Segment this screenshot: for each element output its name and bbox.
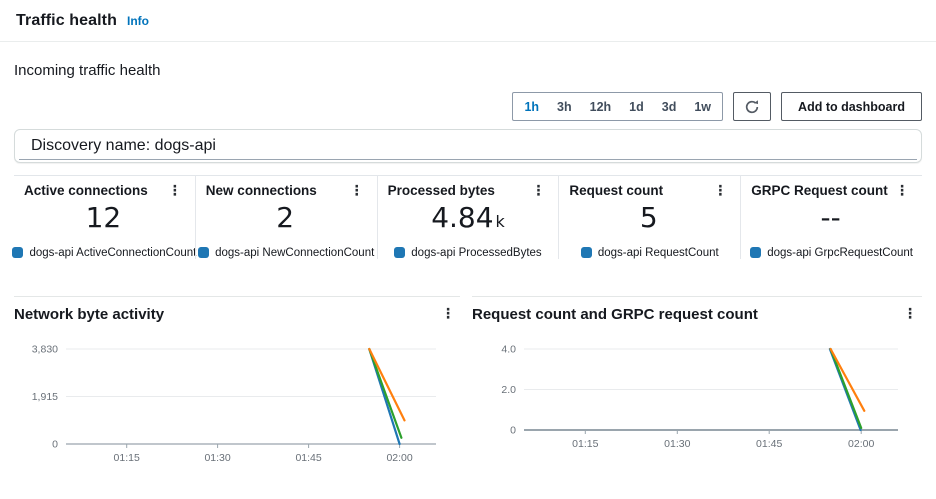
metric-card-title: Processed bytes bbox=[387, 183, 495, 198]
metric-card-title: Active connections bbox=[24, 183, 148, 198]
svg-text:01:15: 01:15 bbox=[572, 438, 598, 450]
kebab-menu-icon[interactable]: ⋮ bbox=[347, 183, 367, 199]
chart-plot-area[interactable]: 3,830 1,915 0 01:15 01:30 01:45 02:00 bbox=[14, 327, 460, 477]
legend-label: dogs-api RequestCount bbox=[597, 246, 719, 259]
metric-cards-row: Active connections ⋮ 12 dogs-api ActiveC… bbox=[12, 175, 922, 259]
time-range-12h[interactable]: 12h bbox=[581, 93, 621, 120]
info-link[interactable]: Info bbox=[126, 14, 149, 28]
metric-value: 2 bbox=[276, 201, 295, 234]
kebab-menu-icon[interactable]: ⋮ bbox=[900, 306, 920, 322]
chart-title: Network byte activity bbox=[14, 305, 165, 323]
svg-text:01:30: 01:30 bbox=[204, 452, 230, 464]
network-byte-activity-chart: Network byte activity ⋮ 3,830 1,915 0 01:15… bbox=[14, 295, 460, 477]
kebab-menu-icon[interactable]: ⋮ bbox=[438, 306, 458, 322]
metric-legend[interactable]: dogs-api ProcessedBytes bbox=[388, 247, 549, 259]
metric-legend[interactable]: dogs-api RequestCount bbox=[569, 247, 730, 259]
svg-text:02:00: 02:00 bbox=[848, 438, 874, 450]
chart-controls: 1h 3h 12h 1d 3d 1w Add to dashboard bbox=[14, 92, 922, 121]
legend-marker bbox=[198, 247, 210, 259]
metric-value: -- bbox=[820, 201, 841, 234]
metric-card-grpc-request-count: GRPC Request count ⋮ -- dogs-api GrpcReq… bbox=[740, 175, 922, 259]
svg-text:0: 0 bbox=[52, 438, 58, 450]
svg-text:01:30: 01:30 bbox=[664, 438, 690, 450]
metric-card-title: GRPC Request count bbox=[751, 183, 888, 198]
chart-title: Request count and GRPC request count bbox=[472, 305, 758, 323]
metric-card-request-count: Request count ⋮ 5 dogs-api RequestCount bbox=[558, 175, 741, 259]
legend-marker bbox=[394, 247, 406, 259]
legend-marker bbox=[750, 247, 762, 259]
main-content: Incoming traffic health 1h 3h 12h 1d 3d … bbox=[0, 62, 936, 477]
metric-card-active-connections: Active connections ⋮ 12 dogs-api ActiveC… bbox=[12, 175, 196, 259]
svg-text:3,830: 3,830 bbox=[32, 343, 58, 355]
discovery-panel[interactable]: Discovery name: dogs-api bbox=[14, 129, 922, 163]
metric-legend[interactable]: dogs-api GrpcRequestCount bbox=[750, 246, 913, 259]
chart-svg: 3,830 1,915 0 01:15 01:30 01:45 02:00 bbox=[32, 343, 436, 464]
svg-text:02:00: 02:00 bbox=[386, 452, 412, 464]
kebab-menu-icon[interactable]: ⋮ bbox=[710, 183, 730, 199]
metric-card-title: Request count bbox=[569, 183, 664, 198]
request-count-chart: Request count and GRPC request count ⋮ 4… bbox=[472, 295, 922, 477]
metric-legend[interactable]: dogs-api ActiveConnectionCount bbox=[12, 247, 196, 259]
svg-text:0: 0 bbox=[510, 424, 516, 436]
metric-value: 4.84 k bbox=[431, 201, 505, 234]
metric-value: 5 bbox=[639, 201, 658, 234]
refresh-button[interactable] bbox=[733, 92, 772, 121]
kebab-menu-icon[interactable]: ⋮ bbox=[165, 183, 185, 199]
section-title: Incoming traffic health bbox=[14, 62, 161, 79]
time-range-3h[interactable]: 3h bbox=[548, 93, 581, 120]
legend-marker bbox=[580, 247, 592, 259]
legend-marker bbox=[12, 247, 24, 259]
time-range-1h[interactable]: 1h bbox=[515, 93, 548, 120]
legend-label: dogs-api GrpcRequestCount bbox=[767, 246, 913, 259]
page-title: Traffic health bbox=[16, 12, 117, 29]
metric-card-processed-bytes: Processed bytes ⋮ 4.84 k dogs-api Process… bbox=[376, 175, 559, 259]
refresh-icon bbox=[744, 99, 760, 115]
svg-text:01:15: 01:15 bbox=[114, 452, 140, 464]
svg-text:01:45: 01:45 bbox=[295, 452, 321, 464]
kebab-menu-icon[interactable]: ⋮ bbox=[528, 183, 548, 199]
add-to-dashboard-button[interactable]: Add to dashboard bbox=[781, 92, 922, 121]
legend-label: dogs-api ActiveConnectionCount bbox=[29, 246, 197, 259]
charts-row: Network byte activity ⋮ 3,830 1,915 0 01:15… bbox=[14, 295, 922, 477]
legend-label: dogs-api NewConnectionCount bbox=[215, 246, 375, 259]
svg-text:4.0: 4.0 bbox=[501, 343, 516, 355]
chart-plot-area[interactable]: 4.0 2.0 0 01:15 01:30 01:45 02:00 bbox=[472, 327, 922, 459]
time-range-1d[interactable]: 1d bbox=[620, 93, 653, 120]
metric-value: 12 bbox=[85, 201, 122, 234]
svg-text:2.0: 2.0 bbox=[501, 384, 516, 396]
discovery-panel-title: Discovery name: dogs-api bbox=[31, 137, 216, 154]
svg-text:1,915: 1,915 bbox=[32, 391, 58, 403]
metric-card-title: New connections bbox=[205, 183, 317, 198]
metric-card-new-connections: New connections ⋮ 2 dogs-api NewConnecti… bbox=[194, 175, 377, 259]
metric-legend[interactable]: dogs-api NewConnectionCount bbox=[198, 247, 374, 259]
kebab-menu-icon[interactable]: ⋮ bbox=[892, 183, 912, 199]
time-range-1w[interactable]: 1w bbox=[685, 93, 720, 120]
time-range-3d[interactable]: 3d bbox=[653, 93, 686, 120]
svg-text:01:45: 01:45 bbox=[756, 438, 782, 450]
page-header: Traffic health Info bbox=[0, 0, 936, 42]
legend-label: dogs-api ProcessedBytes bbox=[411, 246, 542, 259]
time-range-selector: 1h 3h 12h 1d 3d 1w bbox=[512, 92, 724, 121]
chart-svg: 4.0 2.0 0 01:15 01:30 01:45 02:00 bbox=[501, 343, 898, 450]
